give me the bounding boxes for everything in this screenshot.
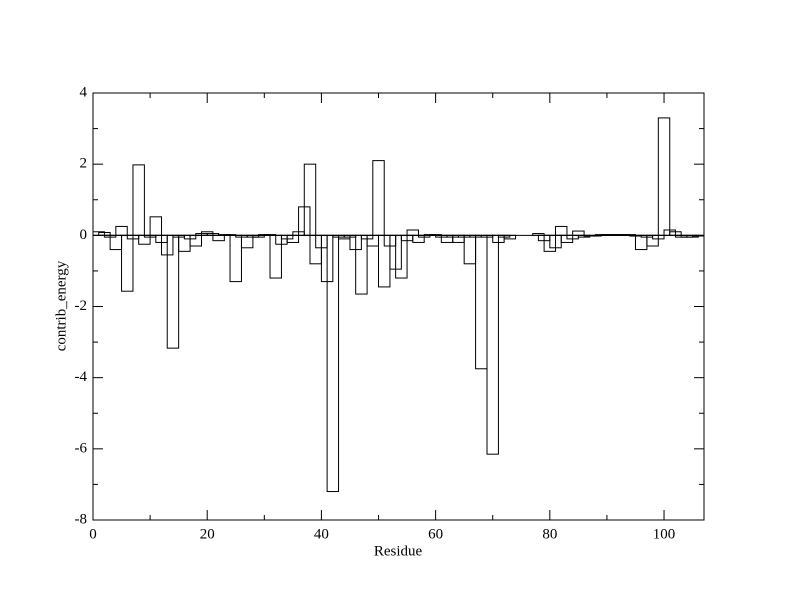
- x-axis-label: Residue: [374, 543, 423, 559]
- y-tick-label: 4: [80, 84, 88, 100]
- y-tick-label: -2: [75, 298, 88, 314]
- x-tick-label: 80: [542, 526, 557, 542]
- x-tick-label: 100: [653, 526, 676, 542]
- x-tick-label: 0: [89, 526, 97, 542]
- y-tick-label: -4: [75, 369, 88, 385]
- y-tick-label: -6: [75, 440, 88, 456]
- y-axis-label: contrib_energy: [53, 260, 69, 351]
- x-tick-label: 60: [428, 526, 443, 542]
- x-tick-label: 40: [314, 526, 329, 542]
- y-tick-label: 2: [80, 156, 88, 172]
- x-tick-label: 20: [200, 526, 215, 542]
- y-tick-label: 0: [80, 227, 88, 243]
- y-tick-label: -8: [75, 511, 88, 527]
